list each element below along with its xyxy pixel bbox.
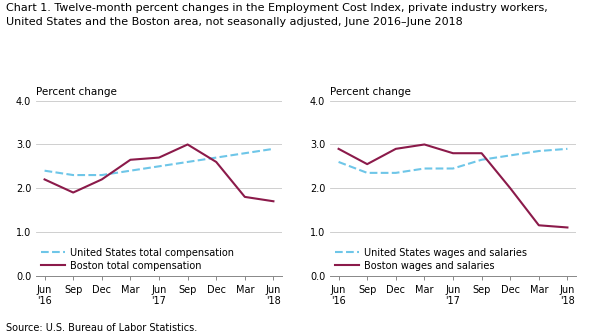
United States total compensation — [127, 169, 134, 173]
Boston wages and salaries — [478, 151, 485, 155]
Boston total compensation — [184, 142, 191, 146]
Line: United States wages and salaries: United States wages and salaries — [338, 149, 568, 173]
United States wages and salaries — [335, 160, 342, 164]
Boston total compensation — [270, 199, 277, 203]
Boston total compensation — [70, 191, 77, 195]
United States total compensation — [241, 151, 248, 155]
Text: Percent change: Percent change — [36, 87, 117, 97]
Boston wages and salaries — [364, 162, 371, 166]
United States wages and salaries — [478, 158, 485, 162]
United States wages and salaries — [535, 149, 542, 153]
Boston wages and salaries — [449, 151, 457, 155]
United States total compensation — [155, 164, 163, 168]
Boston wages and salaries — [421, 142, 428, 146]
Boston total compensation — [212, 160, 220, 164]
Legend: United States wages and salaries, Boston wages and salaries: United States wages and salaries, Boston… — [335, 248, 527, 271]
Boston wages and salaries — [506, 186, 514, 190]
United States total compensation — [41, 169, 48, 173]
United States wages and salaries — [564, 147, 571, 151]
Legend: United States total compensation, Boston total compensation: United States total compensation, Boston… — [41, 248, 234, 271]
Boston wages and salaries — [392, 147, 400, 151]
Line: United States total compensation: United States total compensation — [44, 149, 274, 175]
United States wages and salaries — [364, 171, 371, 175]
United States wages and salaries — [392, 171, 400, 175]
United States total compensation — [70, 173, 77, 177]
Text: Source: U.S. Bureau of Labor Statistics.: Source: U.S. Bureau of Labor Statistics. — [6, 323, 197, 333]
United States wages and salaries — [506, 153, 514, 157]
United States total compensation — [270, 147, 277, 151]
Boston wages and salaries — [564, 225, 571, 229]
United States wages and salaries — [421, 167, 428, 171]
Boston total compensation — [241, 195, 248, 199]
Boston wages and salaries — [335, 147, 342, 151]
Boston total compensation — [98, 177, 106, 181]
Boston wages and salaries — [535, 223, 542, 227]
United States wages and salaries — [449, 167, 457, 171]
United States total compensation — [212, 156, 220, 160]
Boston total compensation — [41, 177, 48, 181]
Text: Chart 1. Twelve-month percent changes in the Employment Cost Index, private indu: Chart 1. Twelve-month percent changes in… — [6, 3, 548, 27]
Boston total compensation — [127, 158, 134, 162]
United States total compensation — [98, 173, 106, 177]
Text: Percent change: Percent change — [330, 87, 411, 97]
United States total compensation — [184, 160, 191, 164]
Boston total compensation — [155, 156, 163, 160]
Line: Boston total compensation: Boston total compensation — [44, 144, 274, 201]
Line: Boston wages and salaries: Boston wages and salaries — [338, 144, 568, 227]
